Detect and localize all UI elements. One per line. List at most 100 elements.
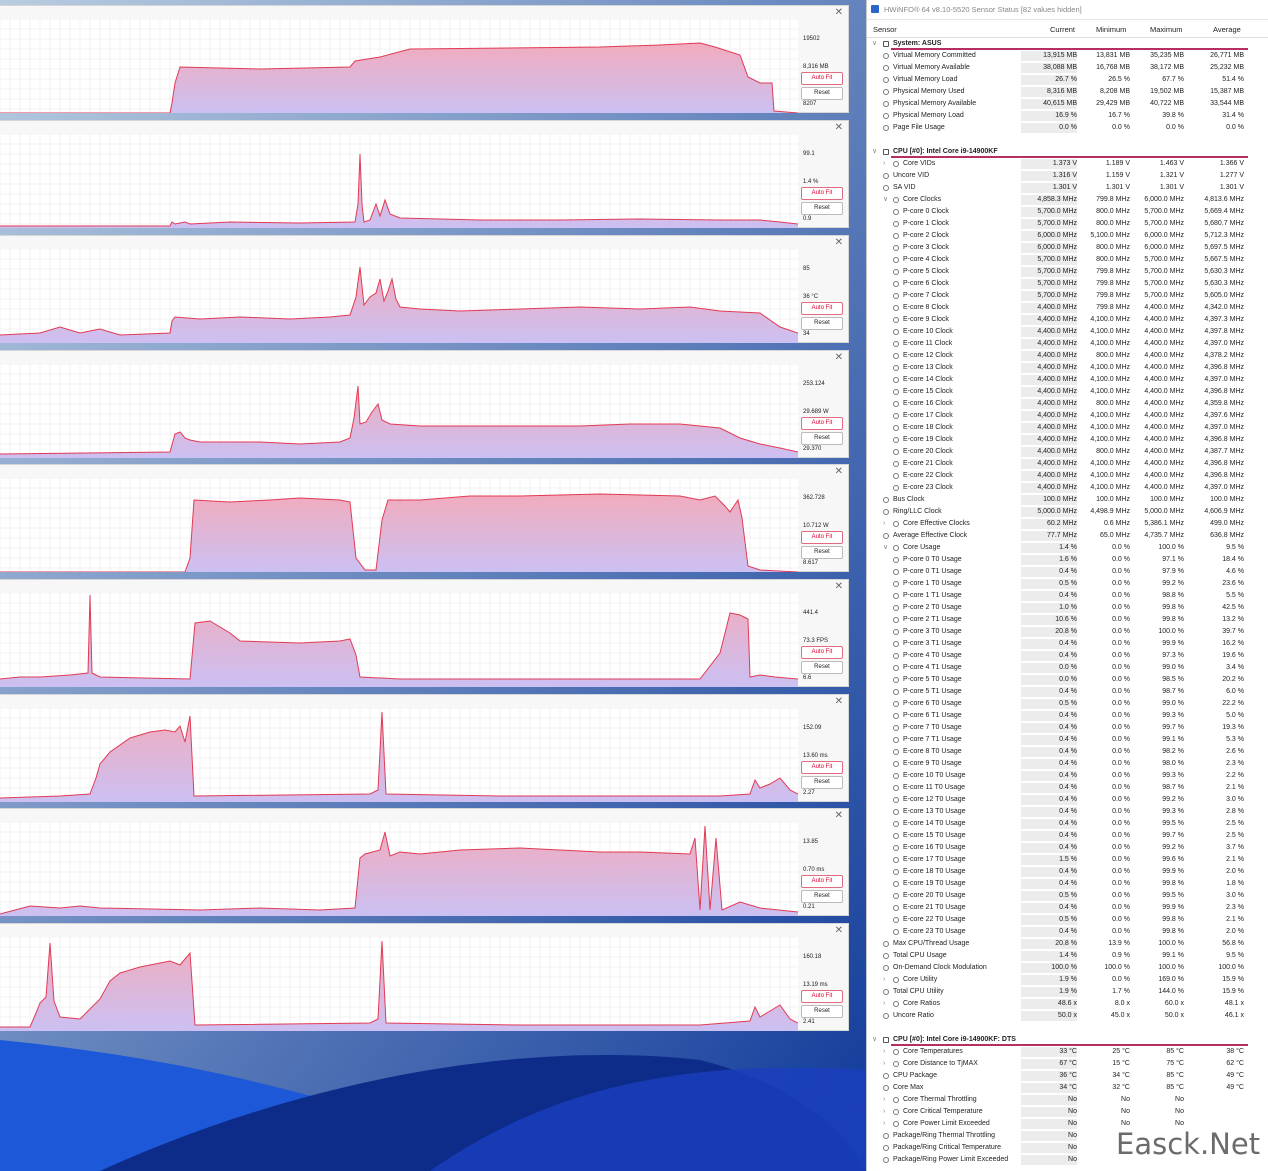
chevron-right-icon[interactable]: › bbox=[883, 1048, 886, 1055]
sensor-subrow[interactable]: P-core 7 T0 Usage 0.4 % 0.0 % 99.7 % 19.… bbox=[867, 722, 1268, 734]
sensor-subrow[interactable]: E-core 9 Clock 4,400.0 MHz 4,100.0 MHz 4… bbox=[867, 314, 1268, 326]
reset-button[interactable]: Reset bbox=[801, 1005, 843, 1018]
auto-fit-button[interactable]: Auto Fit bbox=[801, 646, 843, 659]
chevron-right-icon[interactable]: › bbox=[883, 1120, 886, 1127]
chevron-down-icon[interactable]: ∨ bbox=[872, 148, 878, 155]
close-icon[interactable]: ✕ bbox=[834, 7, 843, 18]
col-maximum[interactable]: Maximum bbox=[1150, 25, 1183, 34]
sensor-row[interactable]: › Core Utility 1.9 % 0.0 % 169.0 % 15.9 … bbox=[867, 974, 1268, 986]
sensor-subrow[interactable]: E-core 19 Clock 4,400.0 MHz 4,100.0 MHz … bbox=[867, 434, 1268, 446]
auto-fit-button[interactable]: Auto Fit bbox=[801, 761, 843, 774]
sensor-subrow[interactable]: P-core 2 T0 Usage 1.0 % 0.0 % 99.8 % 42.… bbox=[867, 602, 1268, 614]
reset-button[interactable]: Reset bbox=[801, 776, 843, 789]
chevron-down-icon[interactable]: ∨ bbox=[872, 40, 878, 47]
sensor-subrow[interactable]: P-core 0 T0 Usage 1.6 % 0.0 % 97.1 % 18.… bbox=[867, 554, 1268, 566]
chevron-right-icon[interactable]: › bbox=[883, 1060, 886, 1067]
sensor-subrow[interactable]: E-core 8 T0 Usage 0.4 % 0.0 % 98.2 % 2.6… bbox=[867, 746, 1268, 758]
sensor-subrow[interactable]: P-core 2 T1 Usage 10.6 % 0.0 % 99.8 % 13… bbox=[867, 614, 1268, 626]
sensor-graph-window[interactable]: ✕ 19502 8,316 MB Auto Fit Reset 8207 bbox=[0, 5, 849, 113]
sensor-subrow[interactable]: E-core 10 Clock 4,400.0 MHz 4,100.0 MHz … bbox=[867, 326, 1268, 338]
sensor-row[interactable]: › Core Critical Temperature No No No bbox=[867, 1106, 1268, 1118]
sensor-subrow[interactable]: P-core 5 T0 Usage 0.0 % 0.0 % 98.5 % 20.… bbox=[867, 674, 1268, 686]
sensor-graph-window[interactable]: ✕ 99.1 1.4 % Auto Fit Reset 0.9 bbox=[0, 120, 849, 228]
sensor-row[interactable]: Virtual Memory Available 38,088 MB 16,76… bbox=[867, 62, 1268, 74]
sensor-row[interactable]: Package/Ring Critical Temperature No bbox=[867, 1142, 1268, 1154]
sensor-graph-window[interactable]: ✕ 441.4 73.3 FPS Auto Fit Reset 6.6 bbox=[0, 579, 849, 687]
auto-fit-button[interactable]: Auto Fit bbox=[801, 990, 843, 1003]
col-current[interactable]: Current bbox=[1050, 25, 1076, 34]
sensor-graph-window[interactable]: ✕ 13.85 0.70 ms Auto Fit Reset 0.21 bbox=[0, 808, 849, 916]
sensor-subrow[interactable]: E-core 11 Clock 4,400.0 MHz 4,100.0 MHz … bbox=[867, 338, 1268, 350]
sensor-subrow[interactable]: E-core 13 Clock 4,400.0 MHz 4,100.0 MHz … bbox=[867, 362, 1268, 374]
reset-button[interactable]: Reset bbox=[801, 87, 843, 100]
sensor-subrow[interactable]: E-core 11 T0 Usage 0.4 % 0.0 % 98.7 % 2.… bbox=[867, 782, 1268, 794]
sensor-subrow[interactable]: E-core 17 T0 Usage 1.5 % 0.0 % 99.6 % 2.… bbox=[867, 854, 1268, 866]
chevron-right-icon[interactable]: › bbox=[883, 160, 886, 167]
sensor-row[interactable]: › Core VIDs 1.373 V 1.189 V 1.463 V 1.36… bbox=[867, 158, 1268, 170]
sensor-group-header[interactable]: ∨ System: ASUS bbox=[867, 38, 1268, 50]
sensor-row[interactable]: Package/Ring Power Limit Exceeded No bbox=[867, 1154, 1268, 1166]
close-icon[interactable]: ✕ bbox=[834, 925, 843, 936]
sensor-subrow[interactable]: P-core 7 T1 Usage 0.4 % 0.0 % 99.1 % 5.3… bbox=[867, 734, 1268, 746]
sensor-subrow[interactable]: E-core 22 T0 Usage 0.5 % 0.0 % 99.8 % 2.… bbox=[867, 914, 1268, 926]
sensor-subrow[interactable]: E-core 22 Clock 4,400.0 MHz 4,100.0 MHz … bbox=[867, 470, 1268, 482]
sensor-row[interactable]: › Core Ratios 48.6 x 8.0 x 60.0 x 48.1 x bbox=[867, 998, 1268, 1010]
sensor-subrow[interactable]: E-core 17 Clock 4,400.0 MHz 4,100.0 MHz … bbox=[867, 410, 1268, 422]
sensor-subrow[interactable]: P-core 4 Clock 5,700.0 MHz 800.0 MHz 5,7… bbox=[867, 254, 1268, 266]
reset-button[interactable]: Reset bbox=[801, 661, 843, 674]
sensor-subrow[interactable]: E-core 10 T0 Usage 0.4 % 0.0 % 99.3 % 2.… bbox=[867, 770, 1268, 782]
sensor-subrow[interactable]: P-core 3 T0 Usage 20.8 % 0.0 % 100.0 % 3… bbox=[867, 626, 1268, 638]
sensor-row[interactable]: › Core Temperatures 33 °C 25 °C 85 °C 38… bbox=[867, 1046, 1268, 1058]
close-icon[interactable]: ✕ bbox=[834, 352, 843, 363]
col-average[interactable]: Average bbox=[1213, 25, 1241, 34]
chevron-down-icon[interactable]: ∨ bbox=[872, 1036, 878, 1043]
sensor-subrow[interactable]: E-core 12 T0 Usage 0.4 % 0.0 % 99.2 % 3.… bbox=[867, 794, 1268, 806]
column-header[interactable]: Sensor Current Minimum Maximum Average bbox=[867, 20, 1268, 38]
reset-button[interactable]: Reset bbox=[801, 546, 843, 559]
sensor-subrow[interactable]: E-core 19 T0 Usage 0.4 % 0.0 % 99.8 % 1.… bbox=[867, 878, 1268, 890]
close-icon[interactable]: ✕ bbox=[834, 810, 843, 821]
sensor-row[interactable]: Uncore Ratio 50.0 x 45.0 x 50.0 x 46.1 x bbox=[867, 1010, 1268, 1022]
auto-fit-button[interactable]: Auto Fit bbox=[801, 875, 843, 888]
sensor-graph-window[interactable]: ✕ 160.18 13.19 ms Auto Fit Reset 2.41 bbox=[0, 923, 849, 1031]
sensor-subrow[interactable]: P-core 5 Clock 5,700.0 MHz 799.8 MHz 5,7… bbox=[867, 266, 1268, 278]
sensor-subrow[interactable]: P-core 5 T1 Usage 0.4 % 0.0 % 98.7 % 6.0… bbox=[867, 686, 1268, 698]
sensor-subrow[interactable]: P-core 1 T1 Usage 0.4 % 0.0 % 98.8 % 5.5… bbox=[867, 590, 1268, 602]
sensor-row[interactable]: › Core Effective Clocks 60.2 MHz 0.6 MHz… bbox=[867, 518, 1268, 530]
sensor-group-header[interactable]: ∨ CPU [#0]: Intel Core i9-14900KF: DTS bbox=[867, 1034, 1268, 1046]
reset-button[interactable]: Reset bbox=[801, 890, 843, 903]
close-icon[interactable]: ✕ bbox=[834, 122, 843, 133]
sensor-row[interactable]: Average Effective Clock 77.7 MHz 65.0 MH… bbox=[867, 530, 1268, 542]
sensor-row[interactable]: › Core Power Limit Exceeded No No No bbox=[867, 1118, 1268, 1130]
sensor-subrow[interactable]: P-core 0 Clock 5,700.0 MHz 800.0 MHz 5,7… bbox=[867, 206, 1268, 218]
sensor-subrow[interactable]: P-core 3 T1 Usage 0.4 % 0.0 % 99.9 % 16.… bbox=[867, 638, 1268, 650]
col-minimum[interactable]: Minimum bbox=[1096, 25, 1127, 34]
sensor-row[interactable]: Uncore VID 1.316 V 1.159 V 1.321 V 1.277… bbox=[867, 170, 1268, 182]
sensor-row[interactable]: › Core Distance to TjMAX 67 °C 15 °C 75 … bbox=[867, 1058, 1268, 1070]
sensor-subrow[interactable]: E-core 23 T0 Usage 0.4 % 0.0 % 99.8 % 2.… bbox=[867, 926, 1268, 938]
sensor-row[interactable]: Physical Memory Load 16.9 % 16.7 % 39.8 … bbox=[867, 110, 1268, 122]
sensor-row[interactable]: CPU Package 36 °C 34 °C 85 °C 49 °C bbox=[867, 1070, 1268, 1082]
sensor-subrow[interactable]: P-core 1 T0 Usage 0.5 % 0.0 % 99.2 % 23.… bbox=[867, 578, 1268, 590]
reset-button[interactable]: Reset bbox=[801, 432, 843, 445]
sensor-graph-window[interactable]: ✕ 253.124 29.689 W Auto Fit Reset 29.370 bbox=[0, 350, 849, 458]
sensor-subrow[interactable]: P-core 1 Clock 5,700.0 MHz 800.0 MHz 5,7… bbox=[867, 218, 1268, 230]
close-icon[interactable]: ✕ bbox=[834, 237, 843, 248]
sensor-subrow[interactable]: E-core 16 T0 Usage 0.4 % 0.0 % 99.2 % 3.… bbox=[867, 842, 1268, 854]
sensor-graph-window[interactable]: ✕ 152.09 13.60 ms Auto Fit Reset 2.27 bbox=[0, 694, 849, 802]
sensor-subrow[interactable]: E-core 21 T0 Usage 0.4 % 0.0 % 99.9 % 2.… bbox=[867, 902, 1268, 914]
sensor-row[interactable]: › Core Thermal Throttling No No No bbox=[867, 1094, 1268, 1106]
sensor-row[interactable]: Max CPU/Thread Usage 20.8 % 13.9 % 100.0… bbox=[867, 938, 1268, 950]
sensor-subrow[interactable]: P-core 6 T1 Usage 0.4 % 0.0 % 99.3 % 5.0… bbox=[867, 710, 1268, 722]
sensor-subrow[interactable]: E-core 15 T0 Usage 0.4 % 0.0 % 99.7 % 2.… bbox=[867, 830, 1268, 842]
sensor-row[interactable]: Ring/LLC Clock 5,000.0 MHz 4,498.9 MHz 5… bbox=[867, 506, 1268, 518]
sensor-row[interactable]: Total CPU Utility 1.9 % 1.7 % 144.0 % 15… bbox=[867, 986, 1268, 998]
sensor-subrow[interactable]: P-core 7 Clock 5,700.0 MHz 799.8 MHz 5,7… bbox=[867, 290, 1268, 302]
sensor-subrow[interactable]: E-core 12 Clock 4,400.0 MHz 800.0 MHz 4,… bbox=[867, 350, 1268, 362]
sensor-graph-window[interactable]: ✕ 85 36 °C Auto Fit Reset 34 bbox=[0, 235, 849, 343]
sensor-subrow[interactable]: E-core 15 Clock 4,400.0 MHz 4,100.0 MHz … bbox=[867, 386, 1268, 398]
sensor-row[interactable]: Physical Memory Available 40,615 MB 29,4… bbox=[867, 98, 1268, 110]
reset-button[interactable]: Reset bbox=[801, 202, 843, 215]
sensor-group-header[interactable]: ∨ CPU [#0]: Intel Core i9-14900KF bbox=[867, 146, 1268, 158]
sensor-row[interactable]: ∨ Core Clocks 4,858.3 MHz 799.8 MHz 6,00… bbox=[867, 194, 1268, 206]
